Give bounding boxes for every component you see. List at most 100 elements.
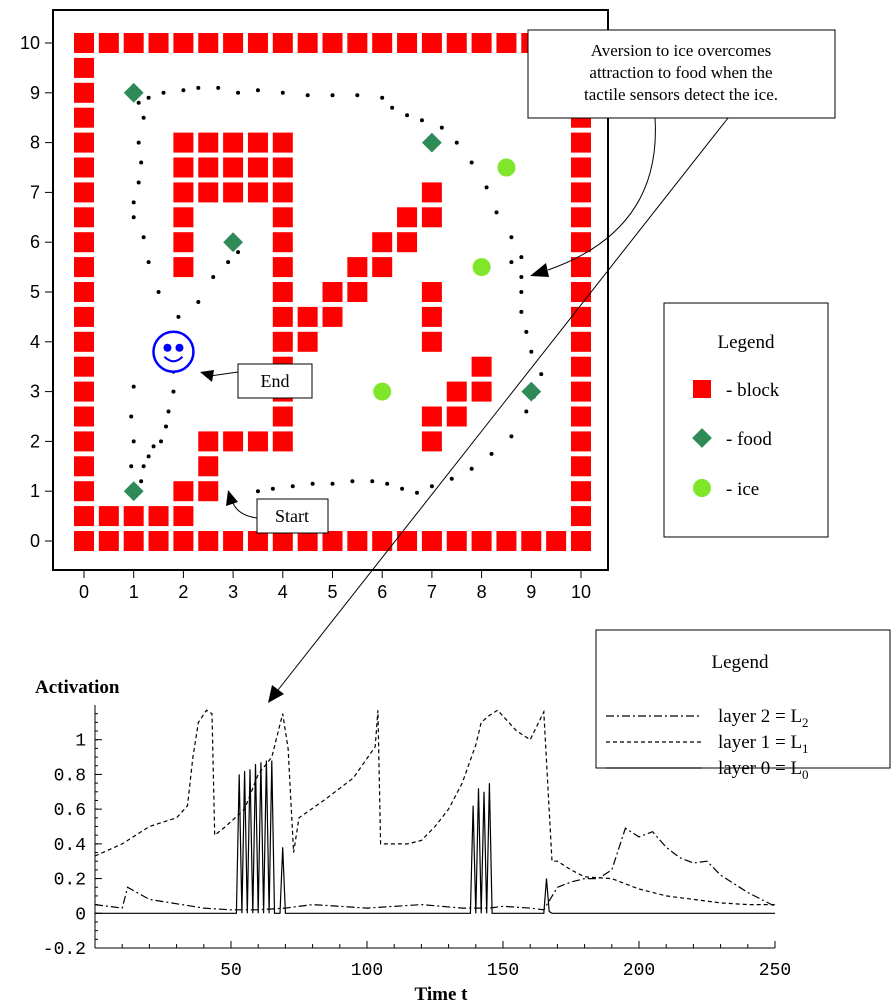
maze-block [571, 132, 591, 153]
maze-block [496, 33, 517, 53]
legend-block-label: - block [726, 380, 780, 401]
path-point [439, 125, 444, 130]
maze-block [297, 33, 318, 53]
path-point [380, 95, 385, 100]
maze-block [74, 57, 94, 78]
maze-block [397, 232, 418, 253]
maze-block [74, 306, 94, 327]
path-point [385, 481, 390, 486]
activation-y-tick-label: 1 [75, 732, 86, 752]
maze-block [571, 232, 591, 253]
legend-food-label: - food [726, 429, 772, 450]
path-point [136, 140, 141, 145]
maze-plot: 0 1 2 3 4 5 6 7 8 9 10 0 1 2 3 4 5 6 7 8 9 10 End Start Aver… [20, 9, 836, 703]
end-label-box: End [200, 363, 313, 399]
activation-legend-title: Legend [712, 652, 769, 673]
path-point [146, 454, 151, 459]
path-point [509, 434, 514, 439]
maze-block [272, 182, 293, 203]
maze-block [421, 33, 442, 53]
path-point [524, 409, 529, 414]
maze-block [247, 157, 268, 178]
ice-marker [373, 382, 392, 401]
path-point [131, 384, 136, 389]
path-point [181, 88, 186, 93]
maze-block [372, 232, 393, 253]
path-point [255, 88, 260, 93]
path-point [280, 90, 285, 95]
maze-block [98, 33, 119, 53]
maze-block [571, 356, 591, 377]
maze-block [397, 33, 418, 53]
maze-block [223, 157, 244, 178]
maze-block [372, 257, 393, 278]
maze-block [347, 33, 368, 53]
maze-blocks [74, 33, 591, 551]
maze-block [173, 182, 194, 203]
maze-legend-title: Legend [718, 332, 775, 353]
maze-block [322, 306, 343, 327]
path-point [136, 180, 141, 185]
maze-block [571, 406, 591, 427]
path-point [469, 160, 474, 165]
maze-block [571, 431, 591, 452]
maze-block [74, 282, 94, 302]
maze-block [74, 406, 94, 427]
path-point [519, 275, 524, 280]
maze-block [74, 232, 94, 253]
path-point [290, 484, 295, 489]
activation-y-tick-label: 0.4 [54, 836, 86, 856]
maze-block [247, 531, 268, 551]
maze-block [272, 306, 293, 327]
maze-x-tick-label: 8 [477, 582, 487, 602]
maze-block [446, 406, 467, 427]
maze-x-tick-label: 4 [278, 582, 288, 602]
maze-block [74, 207, 94, 228]
path-point [141, 115, 146, 120]
maze-block [123, 33, 144, 53]
maze-block [571, 481, 591, 502]
maze-block [98, 506, 119, 527]
start-label-box: Start [226, 490, 329, 534]
path-point [529, 349, 534, 354]
maze-block [471, 33, 492, 53]
maze-block [446, 381, 467, 402]
maze-x-tick-label: 5 [327, 582, 337, 602]
path-point [509, 235, 514, 240]
end-label: End [261, 371, 290, 391]
maze-block [74, 107, 94, 128]
maze-block [223, 431, 244, 452]
maze-block [74, 456, 94, 477]
maze-y-tick-label: 4 [30, 332, 40, 352]
annotation-line-1: Aversion to ice overcomes [591, 41, 771, 60]
maze-block [173, 132, 194, 153]
maze-y-tick-label: 3 [30, 382, 40, 402]
maze-block [471, 381, 492, 402]
path-point [176, 314, 181, 319]
path-point [419, 118, 424, 123]
activation-x-tick-label: 100 [351, 961, 383, 981]
path-point [405, 113, 410, 118]
path-point [524, 329, 529, 334]
maze-block [74, 431, 94, 452]
maze-block [223, 33, 244, 53]
maze-y-tick-label: 0 [30, 531, 40, 551]
maze-block [446, 531, 467, 551]
maze-block [74, 33, 94, 53]
path-point [489, 451, 494, 456]
maze-y-tick-label: 10 [20, 33, 40, 53]
maze-block [247, 431, 268, 452]
maze-block [173, 157, 194, 178]
maze-block [571, 506, 591, 527]
path-point [131, 215, 136, 220]
maze-block [247, 182, 268, 203]
activation-y-tick-label: 0.2 [54, 871, 86, 891]
series-line-dash [94, 709, 775, 906]
maze-block [173, 33, 194, 53]
activation-y-tick-label: -0.2 [43, 940, 86, 960]
maze-block [272, 331, 293, 352]
path-point [519, 309, 524, 314]
maze-block [223, 182, 244, 203]
maze-block [223, 132, 244, 153]
